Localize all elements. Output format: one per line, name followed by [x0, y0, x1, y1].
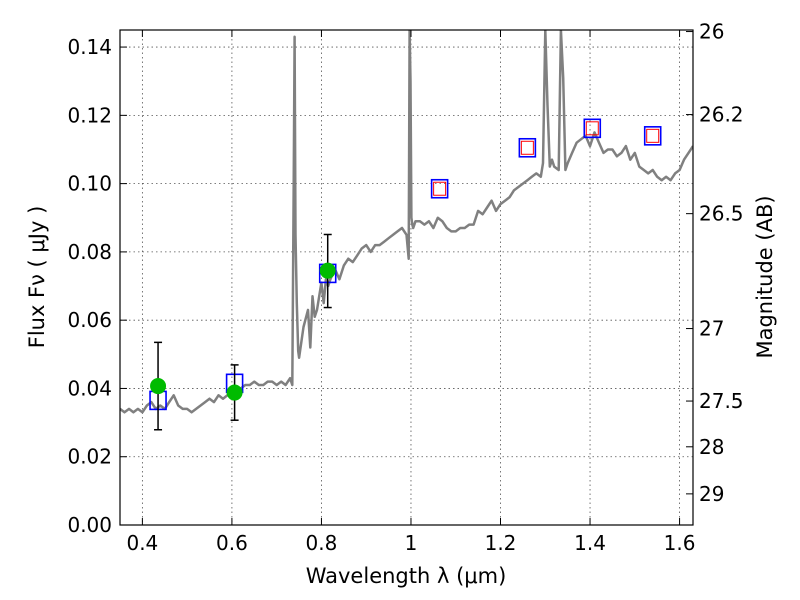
model-sed-line	[120, 30, 693, 414]
x-tick-label: 0.8	[306, 531, 338, 555]
photometry-markers	[149, 118, 662, 431]
mag-tick-label: 27	[699, 317, 724, 341]
predicted-square	[520, 140, 534, 155]
y-tick-label: 0.00	[67, 513, 112, 537]
mag-tick-label: 29	[699, 482, 724, 506]
mag-tick-label: 26	[699, 20, 724, 44]
predicted-square	[585, 121, 599, 136]
x-tick-label: 0.4	[126, 531, 158, 555]
y-tick-label: 0.06	[67, 308, 112, 332]
mag-tick-label: 28	[699, 435, 724, 459]
x-tick-label: 1.4	[574, 531, 606, 555]
x-tick-label: 0.6	[216, 531, 248, 555]
x-tick-label: 1	[405, 531, 418, 555]
model-band-square	[643, 126, 662, 146]
x-axis-title: Wavelength λ (μm)	[306, 564, 507, 588]
x-tick-label: 1.6	[664, 531, 696, 555]
y-tick-label: 0.10	[67, 172, 112, 196]
y-tick-label: 0.12	[67, 103, 112, 127]
observed-point	[150, 378, 167, 395]
model-band-square	[518, 137, 537, 158]
model-band-square	[430, 178, 449, 199]
observed-point	[226, 384, 243, 401]
mag-tick-label: 26.5	[699, 202, 744, 226]
y2-axis-title: Magnitude (AB)	[753, 195, 777, 358]
grid-layer	[120, 30, 693, 526]
mag-tick-label: 26.2	[699, 103, 744, 127]
y-tick-label: 0.08	[67, 240, 112, 264]
mag-tick-label: 27.5	[699, 389, 744, 413]
y-axis-title: Flux Fν ( μJy )	[25, 206, 49, 349]
y-tick-label: 0.02	[67, 445, 112, 469]
model-band-square	[583, 118, 602, 139]
model-sed-polyline	[120, 30, 693, 414]
y-tick-label: 0.04	[67, 376, 112, 400]
y-tick-label: 0.14	[67, 35, 112, 59]
x-tick-label: 1.2	[485, 531, 517, 555]
observed-point	[319, 262, 336, 279]
predicted-square	[433, 181, 447, 196]
plot-frame	[119, 29, 694, 526]
axis-ticks: 0.4 0.6 0.8 1 1.2 1.4 1.6 0.00 0.02 0.04 0.06 0.08 0…	[67, 20, 743, 555]
predicted-square	[646, 128, 660, 143]
